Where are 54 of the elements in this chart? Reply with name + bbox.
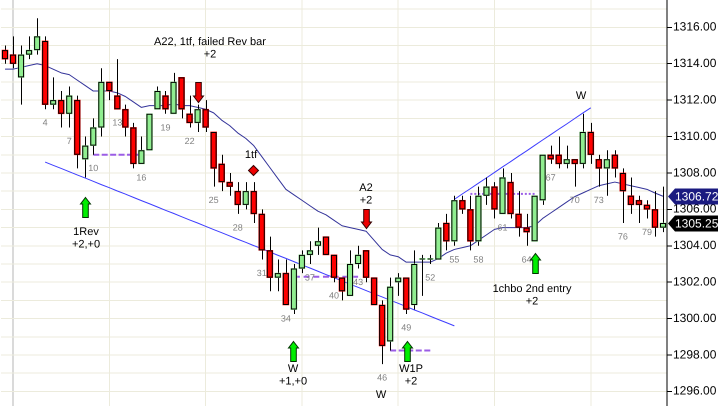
y-tick-label: 1310.00 [673,128,717,143]
x-tick-label: 55 [449,254,460,264]
x-tick-label: 67 [546,172,556,182]
x-tick-label: 10 [88,163,98,174]
x-tick-label: 70 [570,195,580,206]
annotation: 1tf [244,149,258,162]
y-tick-label: 1312.00 [673,92,717,106]
x-tick-label: 64 [522,254,532,264]
annotation: W [376,389,387,402]
text: 1305.25 [675,216,718,230]
x-tick-label: 22 [184,136,195,146]
candlestick [595,154,602,188]
y-tick-label: 1304.00 [673,238,717,252]
x-tick-label: 13 [112,118,122,128]
annotation: 1Rev +2,+0 [72,226,100,251]
y-tick-label: 1306.00 [673,202,717,216]
y-tick-label: 1316.00 [673,20,717,34]
annotation: W1P +2 [399,363,423,388]
x-tick-label: 19 [160,122,170,132]
x-tick-label: 58 [473,254,484,264]
text: 1306.72 [675,189,718,204]
annotation: A22, 1tf, failed Rev bar +2 [154,36,266,61]
annotation: 1chbo 2nd entry +2 [492,283,572,308]
candlestick [620,168,626,224]
candlestick [74,95,81,169]
x-tick-label: 52 [425,272,436,282]
x-tick-label: 76 [618,232,628,242]
x-tick-label: 34 [280,313,291,324]
candlestick [386,277,394,351]
candlestick [587,122,594,164]
y-tick-label: 1302.00 [673,274,717,289]
annotation: W [576,90,587,102]
y-tick-label: 1300.00 [673,310,717,325]
x-tick-label: 28 [232,222,243,232]
y-tick-label: 1314.00 [673,56,717,70]
y-tick-label: 1298.00 [673,347,717,362]
x-tick-label: 4 [42,118,48,128]
candlestick [579,113,586,169]
candlestick [410,250,418,310]
x-tick-label: 49 [401,322,412,333]
x-tick-label: 79 [642,226,652,237]
candlestick [242,182,250,210]
candlestick [202,100,209,132]
annotation: A2 +2 [359,182,373,207]
x-tick-label: 73 [594,195,604,206]
x-tick-label: 31 [256,268,267,278]
annotation: W +1,+0 [278,363,308,388]
x-tick-label: 40 [328,290,340,301]
x-tick-label: 7 [66,136,72,146]
x-tick-label: 46 [377,372,388,383]
x-tick-label: 25 [208,195,219,206]
x-tick-label: 16 [136,172,146,182]
y-tick-label: 1296.00 [673,384,717,398]
y-tick-label: 1308.00 [673,165,717,180]
